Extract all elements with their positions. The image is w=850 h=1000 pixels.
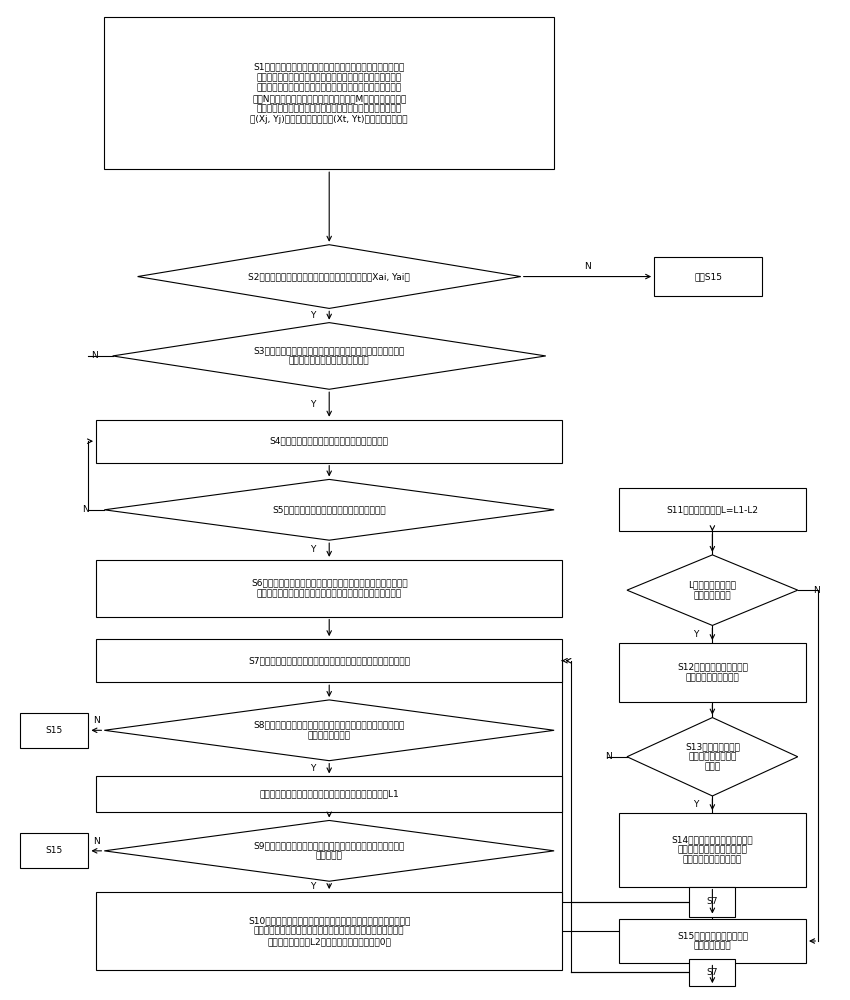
Bar bbox=[689, 887, 735, 916]
Text: S5：判断潮汐车道路段内的车辆是否已经清空: S5：判断潮汐车道路段内的车辆是否已经清空 bbox=[272, 505, 386, 514]
Text: Y: Y bbox=[310, 882, 315, 891]
Bar bbox=[96, 560, 563, 617]
Text: S15: S15 bbox=[46, 726, 63, 735]
Polygon shape bbox=[105, 700, 554, 761]
Bar bbox=[105, 17, 554, 169]
Text: S8：判断红灯方向潮汐车道入口停止线上游的车辆的行驶速度
是否低于设定阈值: S8：判断红灯方向潮汐车道入口停止线上游的车辆的行驶速度 是否低于设定阈值 bbox=[253, 721, 405, 740]
Text: N: N bbox=[93, 837, 99, 846]
Polygon shape bbox=[105, 479, 554, 540]
Text: L的值大于或等于潮
汐车道转换阈值: L的值大于或等于潮 汐车道转换阈值 bbox=[688, 580, 736, 600]
Text: N: N bbox=[91, 351, 98, 360]
Text: S3：将机动车当前位置的实际坐标数据标注到所述电子地图上
判断当前时间是否为某一预案时间: S3：将机动车当前位置的实际坐标数据标注到所述电子地图上 判断当前时间是否为某一… bbox=[253, 346, 405, 366]
Text: S6：调取需要执行的预案，根据所述需要执行的预案控制潮汐车
道的信号灯，使潮汐车道一个方向为绿灯，另一个方向为红灯: S6：调取需要执行的预案，根据所述需要执行的预案控制潮汐车 道的信号灯，使潮汐车… bbox=[251, 578, 407, 598]
Bar bbox=[619, 919, 806, 963]
Text: S11：获取拥堵系数L=L1-L2: S11：获取拥堵系数L=L1-L2 bbox=[666, 505, 758, 514]
Bar bbox=[20, 713, 88, 748]
Text: S7: S7 bbox=[706, 897, 718, 906]
Text: S10：判断绿灯方向潮汐车道入口停止线上游的车辆的行驶速度是
否低于设定阈值，若是，则获取绿灯方向潮汐车道入口停止线上
游的车辆排队长度L2；若否则判断排队长度: S10：判断绿灯方向潮汐车道入口停止线上游的车辆的行驶速度是 否低于设定阈值，若… bbox=[248, 916, 411, 946]
Text: S13：判断潮汐车道
路段内的车辆是否已
经清空: S13：判断潮汐车道 路段内的车辆是否已 经清空 bbox=[685, 742, 740, 772]
Text: 步骤S15: 步骤S15 bbox=[694, 272, 722, 281]
Polygon shape bbox=[138, 245, 521, 308]
Text: Y: Y bbox=[310, 400, 315, 409]
Text: 获取红灯方向潮汐车道入口停止线上游的车辆排队长度L1: 获取红灯方向潮汐车道入口停止线上游的车辆排队长度L1 bbox=[259, 790, 400, 798]
Text: S4：控制潮汐车道的信号灯，使其双向均为红灯: S4：控制潮汐车道的信号灯，使其双向均为红灯 bbox=[269, 437, 388, 446]
Text: S1：在潮汐车道路段及潮汐车道两端的上游和下游一定距离设
置检测器，所述检测器用于对机动车进行连续跟踪；在潮汐车
道的两端设置车道信号灯；将潮汐车道路段、与潮汐: S1：在潮汐车道路段及潮汐车道两端的上游和下游一定距离设 置检测器，所述检测器用… bbox=[251, 63, 408, 124]
Text: S7：获取红灯方向上，潮汐车道入口停止线上游的车辆的行驶速度: S7：获取红灯方向上，潮汐车道入口停止线上游的车辆的行驶速度 bbox=[248, 656, 411, 665]
Text: Y: Y bbox=[310, 545, 315, 554]
Text: S7: S7 bbox=[706, 968, 718, 977]
Text: Y: Y bbox=[310, 311, 315, 320]
Bar bbox=[20, 833, 88, 868]
Bar bbox=[689, 959, 735, 986]
Polygon shape bbox=[627, 555, 798, 625]
Polygon shape bbox=[627, 718, 798, 796]
Polygon shape bbox=[112, 323, 546, 389]
Text: N: N bbox=[82, 505, 89, 514]
Bar bbox=[96, 420, 563, 463]
Bar bbox=[619, 813, 806, 887]
Bar bbox=[96, 892, 563, 970]
Text: Y: Y bbox=[693, 630, 699, 639]
Bar bbox=[654, 257, 762, 296]
Text: S15：按照当前时间对应的
预案控制信号灯: S15：按照当前时间对应的 预案控制信号灯 bbox=[677, 931, 748, 951]
Polygon shape bbox=[105, 820, 554, 881]
Text: N: N bbox=[605, 752, 612, 761]
Bar bbox=[619, 643, 806, 702]
Bar bbox=[619, 488, 806, 531]
Bar bbox=[96, 776, 563, 812]
Text: S12：控制潮汐车道的信号
灯，使其双向均为红灯: S12：控制潮汐车道的信号 灯，使其双向均为红灯 bbox=[677, 663, 748, 682]
Text: S2：是否能获取机动车当前位置的实际坐标数据（Xai, Yai）: S2：是否能获取机动车当前位置的实际坐标数据（Xai, Yai） bbox=[248, 272, 410, 281]
Text: N: N bbox=[813, 586, 819, 595]
Text: N: N bbox=[584, 262, 591, 271]
Text: N: N bbox=[93, 716, 99, 725]
Bar bbox=[96, 639, 563, 682]
Text: S14：控制潮汐车道的信号灯，
将当前红灯方向设置为绿灯，
当前绿灯方向设置为红灯: S14：控制潮汐车道的信号灯， 将当前红灯方向设置为绿灯， 当前绿灯方向设置为红… bbox=[672, 835, 753, 865]
Text: Y: Y bbox=[693, 800, 699, 809]
Text: Y: Y bbox=[310, 764, 315, 773]
Text: S9：判断红灯方向潮汐车道出口下游的车辆的行驶速度是否低
于设定阈值: S9：判断红灯方向潮汐车道出口下游的车辆的行驶速度是否低 于设定阈值 bbox=[253, 841, 405, 861]
Text: S15: S15 bbox=[46, 846, 63, 855]
